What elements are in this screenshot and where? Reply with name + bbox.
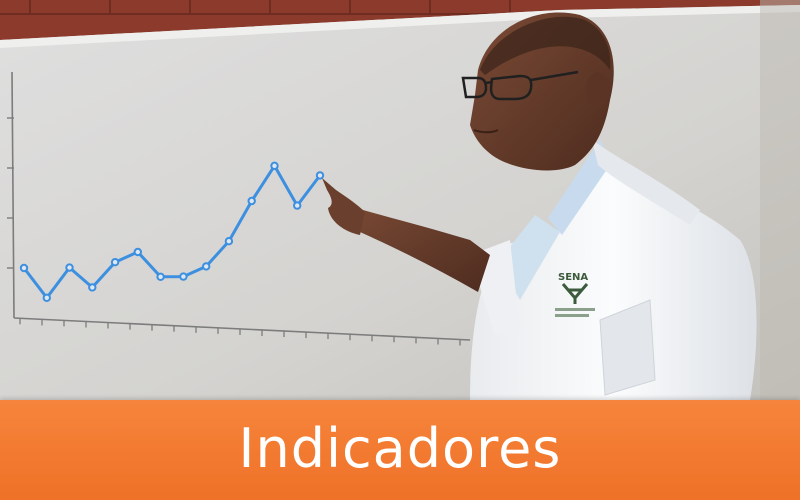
banner-title: Indicadores <box>238 416 562 480</box>
chart-point-7 <box>156 272 165 281</box>
chart-point-4 <box>88 283 97 292</box>
glasses <box>461 70 579 101</box>
chart-point-6 <box>133 247 143 257</box>
y-axis-ticks <box>7 117 14 269</box>
chart-point-11 <box>247 196 256 206</box>
chart-point-8 <box>179 272 188 281</box>
chart-point-14 <box>315 171 325 180</box>
pointing-hand <box>322 178 365 235</box>
chart-point-12 <box>270 161 279 171</box>
chart-point-5 <box>110 258 120 267</box>
x-axis-ticks <box>19 318 461 346</box>
chart-point-2 <box>42 293 51 302</box>
sena-logo: SENA <box>555 272 595 317</box>
chart-point-3 <box>65 263 74 272</box>
title-banner: Indicadores <box>0 400 800 500</box>
chart-point-9 <box>202 262 211 271</box>
chart-line-series <box>22 164 322 300</box>
sena-logo-text: SENA <box>558 272 588 283</box>
pointing-arm <box>345 205 490 292</box>
chart-point-10 <box>224 237 234 246</box>
chart-point-1 <box>19 263 29 273</box>
chart-point-13 <box>293 201 302 210</box>
chart-points <box>19 161 325 302</box>
